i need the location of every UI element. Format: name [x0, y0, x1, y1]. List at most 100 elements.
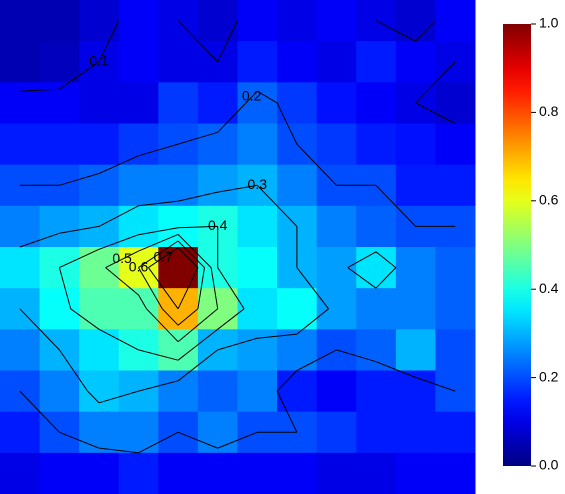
cell [356, 247, 397, 289]
cell [118, 41, 159, 83]
cell [118, 411, 159, 454]
cell [435, 411, 476, 454]
contour-line [19, 20, 456, 124]
cell [277, 0, 318, 42]
cell [0, 329, 41, 371]
cell [435, 247, 476, 289]
cell [197, 411, 238, 454]
cell [118, 205, 159, 248]
cell [0, 452, 41, 494]
contour-label: 0.4 [208, 217, 228, 233]
cell [316, 452, 357, 494]
cell [197, 370, 238, 413]
cell [435, 123, 476, 166]
cell [39, 0, 80, 42]
cell [356, 82, 397, 124]
contours: 0.1 0.2 0.3 0.4 0.50.6 0.7 [19, 20, 456, 454]
cell [79, 452, 120, 494]
cell [197, 0, 238, 42]
cell [316, 247, 357, 289]
cell [158, 205, 199, 248]
cell [435, 452, 476, 494]
cell [237, 370, 278, 413]
cell [237, 123, 278, 166]
cell [316, 0, 357, 42]
contour-label: 0.6 [129, 258, 149, 274]
contour-line [19, 90, 456, 454]
cell [356, 288, 397, 330]
cell [316, 288, 357, 330]
contour-line [147, 247, 199, 310]
cell [237, 205, 278, 248]
cell [79, 247, 120, 289]
cell [356, 205, 397, 248]
colorbar-tick-label: 0.6 [539, 192, 559, 208]
cell [0, 411, 41, 454]
cell [79, 82, 120, 124]
cell [356, 370, 397, 413]
cell [0, 247, 41, 289]
cell [277, 370, 318, 413]
cell [79, 288, 120, 330]
colorbar-axis: 0.0 0.2 0.4 0.6 0.8 1.0 [531, 15, 559, 473]
cell [395, 164, 436, 207]
cell [0, 123, 41, 166]
contour-line [19, 184, 397, 404]
cell [118, 452, 159, 494]
cell [79, 123, 120, 166]
cell [158, 164, 199, 207]
cell [316, 123, 357, 166]
colorbar [503, 24, 531, 466]
cell [39, 205, 80, 248]
cell [356, 329, 397, 371]
cell [237, 247, 278, 289]
cell [197, 452, 238, 494]
colorbar-tick-label: 1.0 [539, 15, 559, 31]
cell [118, 0, 159, 42]
cell [197, 123, 238, 166]
cell [237, 452, 278, 494]
cell [435, 288, 476, 330]
cell [79, 0, 120, 42]
cell [395, 452, 436, 494]
cell [39, 370, 80, 413]
cell [316, 41, 357, 83]
cell [158, 41, 199, 83]
cell [237, 82, 278, 124]
cell [395, 329, 436, 371]
cell [237, 41, 278, 83]
cell [435, 329, 476, 371]
cell [118, 82, 159, 124]
cell [356, 41, 397, 83]
cell [79, 329, 120, 371]
cell [158, 370, 199, 413]
cell [435, 82, 476, 124]
cell [39, 288, 80, 330]
cell [79, 370, 120, 413]
cell [435, 370, 476, 413]
heatmap [0, 0, 476, 494]
cell [118, 164, 159, 207]
cell [435, 0, 476, 42]
cell [277, 329, 318, 371]
cell [118, 288, 159, 330]
cell [158, 247, 199, 289]
cell [435, 164, 476, 207]
cell [237, 0, 278, 42]
cell [158, 452, 199, 494]
colorbar-tick-label: 0.8 [539, 103, 559, 119]
contour-label: 0.3 [248, 176, 268, 192]
cell [277, 288, 318, 330]
cell [197, 82, 238, 124]
cell [0, 0, 41, 42]
cell [79, 411, 120, 454]
contour-label: 0.7 [154, 248, 174, 264]
cell [158, 82, 199, 124]
cell [395, 123, 436, 166]
cell [316, 82, 357, 124]
cell [356, 123, 397, 166]
cell [158, 288, 199, 330]
cell [356, 452, 397, 494]
cell [395, 288, 436, 330]
